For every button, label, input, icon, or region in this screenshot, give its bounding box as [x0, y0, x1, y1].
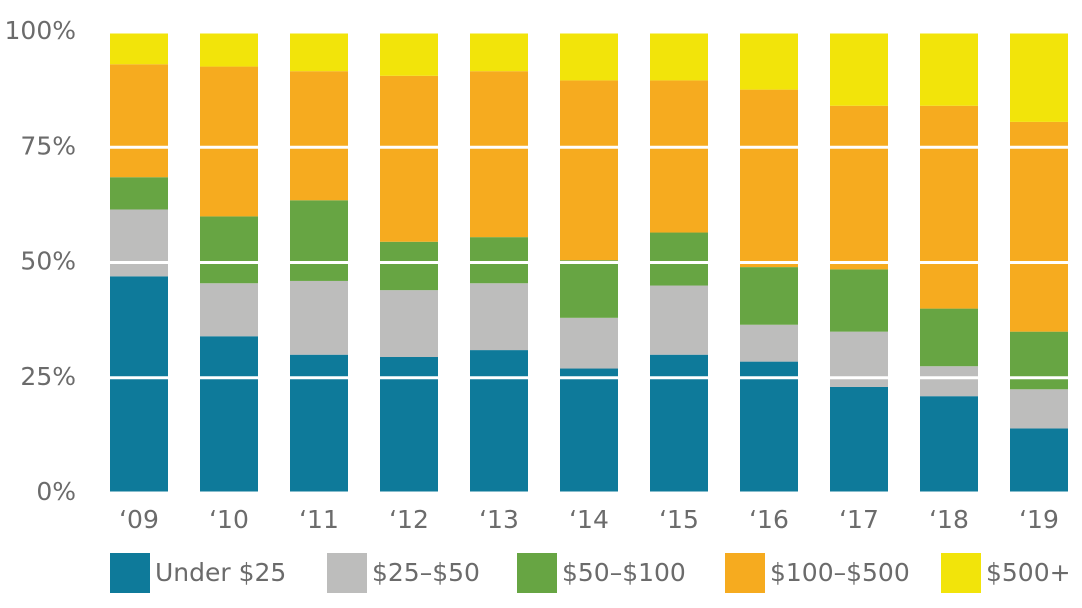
bar-segment: [650, 354, 708, 493]
bar-segment: [380, 75, 438, 242]
legend-swatch: [725, 553, 765, 593]
bar-segment: [470, 71, 528, 238]
bar-segment: [560, 260, 618, 318]
bar-segment: [110, 209, 168, 277]
x-tick-label: ‘12: [389, 505, 429, 534]
bar-segment: [650, 232, 708, 286]
y-tick-label: 50%: [20, 247, 76, 276]
bar-segment: [560, 32, 618, 81]
bar-segment: [200, 336, 258, 493]
x-tick-label: ‘17: [839, 505, 879, 534]
legend-swatch: [110, 553, 150, 593]
bar-segment: [200, 66, 258, 217]
x-tick-label: ‘18: [929, 505, 969, 534]
bar-segment: [650, 32, 708, 81]
bar-segment: [920, 396, 978, 493]
bar-segment: [290, 200, 348, 281]
y-tick-label: 100%: [5, 16, 76, 45]
bar-segment: [560, 80, 618, 261]
bar-segment: [200, 216, 258, 284]
bar-segment: [290, 71, 348, 201]
bar-segment: [110, 32, 168, 65]
bar-segment: [830, 32, 888, 106]
bar-segment: [740, 32, 798, 90]
bar-segment: [830, 269, 888, 332]
bar-segment: [470, 283, 528, 351]
legend-label: $500+: [986, 558, 1071, 587]
bar-segment: [560, 317, 618, 369]
bar-segment: [200, 32, 258, 67]
legend-label: $100–$500: [770, 558, 910, 587]
x-tick-label: ‘09: [119, 505, 159, 534]
y-tick-label: 0%: [36, 477, 76, 506]
legend-label: Under $25: [155, 558, 286, 587]
bar-segment: [1010, 389, 1068, 429]
bar-segment: [110, 64, 168, 178]
bar-segment: [1010, 331, 1068, 390]
bar-segment: [740, 89, 798, 268]
bar-segment: [380, 357, 438, 493]
legend-swatch: [327, 553, 367, 593]
bar-segment: [650, 80, 708, 233]
y-tick-label: 75%: [20, 131, 76, 160]
x-tick-label: ‘11: [299, 505, 339, 534]
bar-segment: [290, 280, 348, 355]
bar-segment: [110, 177, 168, 210]
x-tick-label: ‘13: [479, 505, 519, 534]
legend-swatch: [941, 553, 981, 593]
bar-segment: [290, 354, 348, 493]
x-tick-label: ‘14: [569, 505, 609, 534]
legend-label: $50–$100: [562, 558, 686, 587]
bar-segment: [380, 32, 438, 76]
bar-segment: [470, 350, 528, 493]
bar-segment: [470, 32, 528, 72]
bar-segment: [470, 237, 528, 284]
bar-segment: [920, 105, 978, 309]
bar-segment: [830, 386, 888, 493]
bar-segment: [740, 361, 798, 493]
legend-swatch: [517, 553, 557, 593]
bar-segment: [380, 290, 438, 358]
bar-segment: [290, 32, 348, 72]
bar-segment: [1010, 32, 1068, 122]
bar-segment: [740, 324, 798, 362]
bar-segment: [1010, 121, 1068, 332]
bar-segment: [650, 285, 708, 355]
x-tick-label: ‘10: [209, 505, 249, 534]
bar-segment: [200, 283, 258, 337]
bar-segment: [560, 368, 618, 493]
bar-segment: [110, 276, 168, 493]
legend-label: $25–$50: [372, 558, 480, 587]
bar-segment: [920, 308, 978, 367]
bar-segment: [920, 366, 978, 397]
x-tick-label: ‘19: [1019, 505, 1059, 534]
x-tick-label: ‘15: [659, 505, 699, 534]
bar-segment: [830, 105, 888, 270]
bar-segment: [1010, 428, 1068, 493]
bar-segment: [740, 267, 798, 325]
y-tick-label: 25%: [20, 362, 76, 391]
x-tick-label: ‘16: [749, 505, 789, 534]
bar-segment: [380, 241, 438, 291]
bar-segment: [920, 32, 978, 106]
